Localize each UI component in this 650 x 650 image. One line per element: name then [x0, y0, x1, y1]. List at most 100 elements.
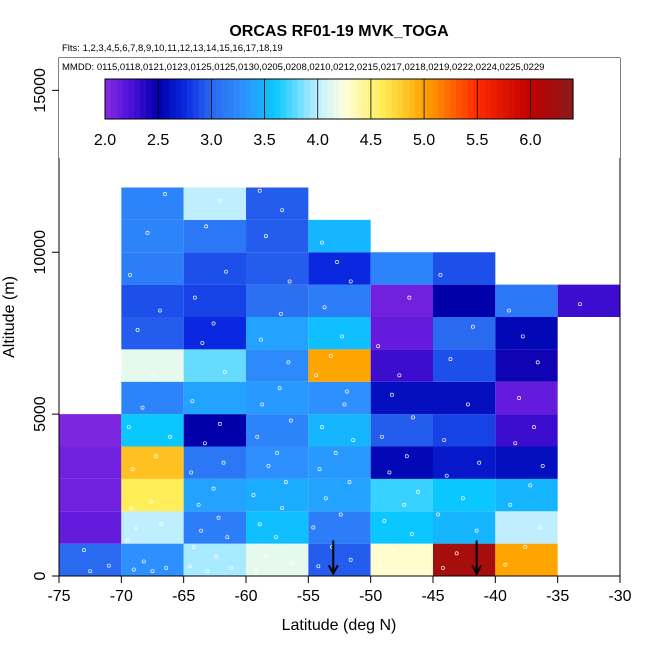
- colorbar-segment: [116, 79, 124, 119]
- sample-point: [217, 198, 222, 203]
- colorbar-segment: [432, 79, 440, 119]
- chart-title: ORCAS RF01-19 MVK_TOGA: [229, 23, 449, 40]
- colorbar-segment: [157, 79, 165, 119]
- colorbar-segment: [298, 79, 305, 119]
- sample-point: [523, 544, 528, 549]
- heatmap-cell: [121, 219, 184, 253]
- colorbar-segment: [403, 79, 410, 119]
- sample-point: [347, 480, 352, 485]
- heatmap-cell: [183, 187, 246, 220]
- colorbar-segment: [438, 79, 445, 119]
- heatmap-cell: [246, 446, 309, 479]
- colorbar-segment: [444, 79, 451, 119]
- colorbar-segment: [555, 79, 562, 119]
- sample-point: [508, 502, 513, 507]
- sample-points: [81, 188, 583, 574]
- heatmap-cell: [433, 543, 496, 576]
- sample-point: [474, 528, 479, 533]
- colorbar-segment: [280, 79, 287, 119]
- sample-point: [323, 496, 328, 501]
- heatmap-cell: [433, 446, 496, 479]
- sample-point: [320, 240, 324, 245]
- sample-point: [140, 405, 145, 410]
- colorbar-segment: [537, 79, 545, 119]
- heatmap-cell: [308, 543, 371, 576]
- sample-point: [257, 522, 262, 527]
- colorbar-segment: [151, 79, 159, 119]
- colorbar-tick-label: 4.0: [307, 132, 329, 149]
- colorbar-segment: [222, 79, 229, 119]
- y-tick-label: 15000: [32, 68, 49, 113]
- heatmap-cell: [433, 252, 496, 285]
- colorbar-segment: [245, 79, 252, 119]
- heatmap-cell: [246, 478, 309, 512]
- sample-point: [190, 399, 195, 404]
- colorbar-segment: [368, 79, 375, 119]
- colorbar-segment: [514, 79, 521, 119]
- colorbar-segment: [321, 79, 328, 119]
- sample-point: [191, 544, 196, 549]
- sample-point: [448, 357, 453, 362]
- sample-point: [254, 567, 258, 572]
- heatmap-cell: [246, 284, 309, 317]
- heatmap-cell: [246, 511, 309, 544]
- heatmap-cell: [183, 284, 246, 317]
- heatmap-cell: [433, 284, 496, 317]
- sample-point: [222, 370, 227, 374]
- heatmap-cell: [308, 317, 371, 350]
- sample-point: [402, 502, 407, 507]
- heatmap-cell: [308, 414, 371, 447]
- sample-point: [158, 308, 162, 313]
- heatmap-cell: [121, 446, 184, 479]
- heatmap-cell: [246, 349, 309, 382]
- sample-point: [187, 564, 192, 569]
- heatmap-cell: [370, 478, 433, 512]
- sample-point: [205, 569, 210, 574]
- x-axis-label: Latitude (deg N): [282, 617, 397, 634]
- sample-point: [407, 295, 412, 300]
- sample-point: [199, 528, 204, 533]
- colorbar-segment: [339, 79, 346, 119]
- colorbar-tick-label: 2.0: [94, 132, 116, 149]
- sample-point: [477, 460, 482, 465]
- sample-point: [379, 434, 384, 439]
- date-arrow-head: [327, 564, 339, 576]
- heatmap-cell: [246, 381, 309, 415]
- sample-point: [513, 441, 518, 446]
- sample-point: [348, 557, 353, 562]
- sample-point: [202, 441, 207, 446]
- heatmap-cell: [557, 284, 620, 317]
- sample-point: [149, 499, 154, 504]
- colorbar-segment: [409, 79, 416, 119]
- date-arrows: [327, 540, 483, 576]
- sample-point: [106, 563, 111, 568]
- heatmap-cell: [121, 511, 184, 544]
- heatmap-cell: [183, 349, 246, 382]
- sample-point: [290, 561, 295, 566]
- sample-point: [280, 208, 285, 213]
- sample-point: [320, 425, 324, 430]
- sample-point: [316, 564, 321, 569]
- colorbar-segment: [233, 79, 241, 119]
- sample-point: [145, 230, 150, 235]
- sample-point: [404, 454, 409, 459]
- dates-label: MMDD: 0115,0118,0121,0123,0125,0125,0130…: [62, 62, 544, 73]
- heatmap-cell: [59, 511, 122, 544]
- colorbar-tick-label: 6.0: [519, 132, 541, 149]
- colorbar-segment: [192, 79, 200, 119]
- heatmap-cell: [308, 446, 371, 479]
- sample-point: [255, 434, 260, 439]
- sample-point: [340, 334, 344, 339]
- colorbar-segment: [485, 79, 492, 119]
- colorbar-segment: [262, 79, 270, 119]
- heatmap-cell: [121, 284, 184, 317]
- sample-point: [465, 402, 470, 407]
- colorbar-segment: [344, 79, 352, 119]
- sample-point: [376, 344, 381, 349]
- heatmap-cell: [495, 543, 558, 576]
- sample-point: [442, 438, 447, 442]
- sample-point: [225, 535, 230, 540]
- heatmap-cell: [183, 317, 246, 350]
- sample-point: [229, 565, 233, 570]
- sample-point: [128, 272, 133, 277]
